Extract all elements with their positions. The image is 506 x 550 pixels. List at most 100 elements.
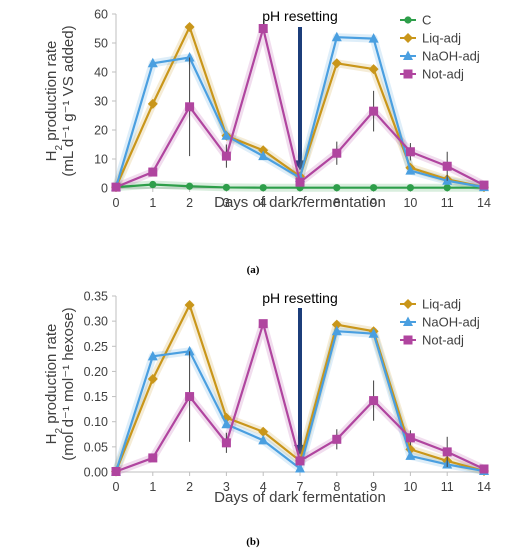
- panel-label: (b): [246, 536, 260, 548]
- y-axis-title: H2 production rate: [43, 41, 65, 162]
- y-tick-label: 20: [94, 124, 108, 138]
- y-tick-label: 10: [94, 153, 108, 167]
- x-tick-label: 4: [260, 480, 267, 494]
- x-tick-label: 8: [333, 480, 340, 494]
- data-point-not-adj: [258, 319, 268, 329]
- legend-label-naoh-adj: NaOH-adj: [422, 49, 480, 64]
- legend-marker-naoh-adj: [403, 50, 413, 60]
- chart-panel-1: 0.00 0.05 0.10 0.15 0.20 0.25 0.30 0.35 0 1 2 3 4 7 8 9…: [43, 290, 491, 549]
- data-point-naoh-adj: [258, 150, 269, 161]
- data-point-naoh-adj: [147, 350, 158, 361]
- data-point-not-adj: [295, 177, 305, 187]
- y-axis-title-line2: (mL d⁻¹ g⁻¹ VS added): [60, 25, 77, 176]
- x-tick-label: 11: [441, 196, 454, 210]
- x-tick-label: 0: [113, 196, 120, 210]
- series-c: [112, 180, 488, 192]
- data-point-liq-adj: [258, 426, 269, 437]
- x-axis-title: Days of dark fermentation: [214, 489, 386, 506]
- y-axis-title-h: H: [43, 150, 60, 161]
- data-point-naoh-adj: [405, 450, 416, 460]
- data-point-naoh-adj: [331, 325, 342, 336]
- y-tick-label: 0.00: [84, 466, 108, 480]
- legend: C Liq-adj NaOH-adj Not-adj: [400, 13, 480, 82]
- data-point-c: [443, 184, 451, 192]
- data-point-liq-adj: [184, 300, 195, 311]
- data-point-c: [333, 184, 341, 192]
- data-point-not-adj: [148, 453, 158, 463]
- data-point-not-adj: [479, 180, 489, 190]
- x-tick-label: 11: [441, 480, 454, 494]
- legend-label-liq-adj: Liq-adj: [422, 297, 461, 312]
- y-axis-title-rest: production rate: [43, 41, 60, 145]
- y-axis-title-line2: (mol d⁻¹ mol⁻¹ hexose): [60, 307, 77, 460]
- legend-marker-not-adj: [403, 335, 413, 345]
- y-tick-label: 0.05: [84, 440, 108, 454]
- x-tick-label: 2: [186, 480, 193, 494]
- legend-label-naoh-adj: NaOH-adj: [422, 315, 480, 330]
- x-tick-label: 0: [113, 480, 120, 494]
- data-point-liq-adj: [368, 64, 379, 75]
- x-axis-title: Days of dark fermentation: [214, 194, 386, 211]
- legend-label-c: C: [422, 13, 431, 28]
- panel-label: (a): [247, 264, 260, 276]
- data-point-liq-adj: [184, 22, 195, 33]
- data-point-liq-adj: [331, 58, 342, 69]
- x-tick-label: 7: [297, 480, 304, 494]
- y-tick-label: 0.10: [84, 415, 108, 429]
- legend-marker-liq-adj: [403, 33, 413, 43]
- legend: Liq-adj NaOH-adj Not-adj: [400, 297, 480, 348]
- data-point-naoh-adj: [295, 462, 305, 473]
- y-tick-label: 30: [94, 95, 108, 109]
- y-tick-label: 50: [94, 37, 108, 51]
- x-tick-label: 4: [260, 196, 267, 210]
- y-axis-title-rest: production rate: [43, 324, 60, 428]
- data-point-naoh-adj: [258, 434, 269, 445]
- data-point-naoh-adj: [405, 165, 416, 175]
- legend-marker-not-adj: [403, 69, 413, 79]
- data-point-c: [370, 184, 378, 192]
- data-point-not-adj: [332, 148, 342, 158]
- x-tick-label: 14: [477, 196, 491, 210]
- data-point-not-adj: [442, 161, 452, 171]
- data-point-not-adj: [369, 106, 379, 116]
- y-axis-title-subscript: 2: [54, 144, 65, 150]
- legend-label-not-adj: Not-adj: [422, 333, 464, 348]
- data-point-c: [186, 182, 194, 190]
- data-point-not-adj: [442, 447, 452, 457]
- y-axis-title: H2 production rate: [43, 324, 65, 445]
- data-point-c: [406, 184, 414, 192]
- x-tick-label: 3: [223, 480, 230, 494]
- data-point-naoh-adj: [331, 31, 342, 42]
- y-tick-label: 60: [94, 8, 108, 22]
- data-point-not-adj: [295, 456, 305, 466]
- x-tick-label: 1: [149, 196, 156, 210]
- x-tick-label: 2: [186, 196, 193, 210]
- y-tick-label: 0.20: [84, 365, 108, 379]
- data-point-not-adj: [405, 433, 415, 443]
- data-point-liq-adj: [147, 373, 158, 384]
- annotation-ph-resetting: pH resetting: [262, 290, 337, 306]
- x-tick-label: 10: [403, 480, 417, 494]
- x-tick-label: 3: [223, 196, 230, 210]
- data-point-not-adj: [369, 396, 379, 406]
- x-tick-label: 7: [297, 196, 304, 210]
- data-point-not-adj: [185, 102, 195, 112]
- y-tick-label: 0: [101, 182, 108, 196]
- y-tick-label: 0.15: [84, 390, 108, 404]
- data-point-not-adj: [221, 151, 231, 161]
- chart-panel-0: 0 10 20 30 40 50 60 0 1 2 3 4 7 8 9 10 11 14 Days of dark …: [43, 8, 491, 277]
- y-axis-title-subscript: 2: [54, 427, 65, 433]
- y-tick-label: 40: [94, 66, 108, 80]
- data-point-not-adj: [332, 434, 342, 444]
- data-point-naoh-adj: [368, 328, 379, 338]
- data-point-naoh-adj: [368, 33, 379, 43]
- legend-label-liq-adj: Liq-adj: [422, 31, 461, 46]
- legend-label-not-adj: Not-adj: [422, 67, 464, 82]
- x-tick-label: 8: [333, 196, 340, 210]
- data-point-liq-adj: [331, 319, 342, 330]
- y-tick-label: 0.30: [84, 315, 108, 329]
- x-tick-label: 1: [149, 480, 156, 494]
- data-point-c: [259, 184, 267, 192]
- x-tick-label: 9: [370, 480, 377, 494]
- data-point-not-adj: [479, 464, 489, 474]
